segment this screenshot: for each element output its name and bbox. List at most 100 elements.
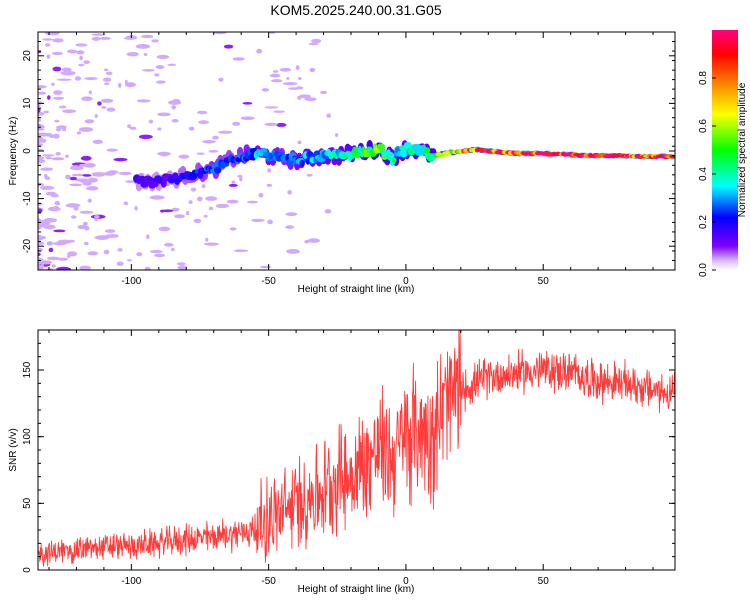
spectrogram-noise-blob (163, 242, 174, 247)
spectrogram-noise-blob (286, 249, 300, 254)
spectrogram-noise-blob (304, 97, 317, 101)
spectrogram-noise-blob (144, 266, 151, 270)
spectrogram-noise-blob (82, 174, 92, 177)
spectrogram-noise-blob (38, 124, 45, 129)
spectrogram-noise-blob (146, 234, 150, 240)
spectrogram-noise-blob (79, 163, 86, 167)
spectrogram-noise-blob (269, 73, 281, 78)
spectrogram-noise-blob (324, 209, 332, 214)
spectrogram-noise-blob (38, 266, 44, 270)
spectrogram-y-tick-label: -20 (22, 239, 33, 254)
spectrogram-noise-blob (52, 38, 64, 43)
spectrogram-noise-blob (231, 180, 236, 184)
spectrogram-noise-blob (320, 90, 328, 95)
spectrogram-noise-blob (124, 82, 136, 88)
spectrogram-noise-blob (212, 135, 219, 140)
spectrogram-noise-blob (176, 262, 186, 266)
spectrogram-noise-blob (108, 170, 117, 174)
spectrogram-noise-blob (84, 241, 89, 246)
spectrogram-noise-blob (65, 203, 81, 208)
spectrogram-ridge-cell (355, 153, 361, 159)
spectrogram-noise-blob (204, 242, 219, 246)
spectrogram-noise-blob (273, 110, 286, 113)
spectrogram-noise-blob (229, 227, 237, 231)
spectrogram-noise-blob (157, 112, 171, 117)
spectrogram-noise-blob (149, 250, 163, 254)
spectrogram-noise-blob (198, 120, 210, 125)
spectrogram-noise-blob (196, 152, 205, 155)
spectrogram-noise-blob (242, 102, 253, 105)
spectrogram-noise-blob (46, 54, 51, 59)
spectrogram-noise-blob (92, 139, 104, 144)
spectrogram-noise-blob (38, 235, 47, 240)
spectrogram-noise-blob (38, 91, 47, 95)
spectrogram-noise-blob (71, 215, 77, 219)
spectrogram-noise-blob (53, 96, 65, 100)
spectrogram-noise-blob (65, 154, 69, 158)
spectrogram-y-tick-label: 0 (22, 148, 33, 154)
spectrogram-ridge-cell (299, 159, 305, 167)
spectrogram-noise-blob (286, 77, 290, 80)
spectrogram-noise-blob (45, 43, 51, 47)
spectrogram-noise-blob (157, 127, 162, 131)
spectrogram-noise-blob (52, 66, 62, 72)
spectrogram-noise-blob (38, 85, 47, 89)
spectrogram-noise-blob (79, 210, 94, 214)
snr-y-tick-label: 50 (22, 497, 33, 509)
spectrogram-noise-blob (91, 33, 106, 36)
spectrogram-noise-blob (91, 36, 101, 41)
spectrogram-noise-blob (56, 266, 71, 270)
colorbar-tick-label: 0.0 (698, 263, 709, 277)
spectrogram-noise-blob (51, 82, 55, 86)
spectrogram-noise-blob (103, 68, 109, 72)
spectrogram-noise-blob (118, 171, 132, 176)
spectrogram-noise-blob (51, 51, 64, 56)
snr-y-tick-label: 0 (22, 567, 33, 573)
spectrogram-noise-blob (105, 71, 113, 76)
spectrogram-noise-blob (285, 212, 298, 217)
spectrogram-noise-blob (298, 94, 311, 99)
snr-x-tick-label: 50 (538, 576, 550, 587)
spectrogram-noise-blob (38, 158, 46, 164)
spectrogram-noise-blob (38, 118, 42, 122)
spectrogram-noise-blob (73, 206, 79, 211)
colorbar: 0.0 0.2 0.4 0.6 0.8 Normalized spectral ampl… (698, 30, 748, 277)
spectrogram-noise-blob (201, 184, 206, 189)
snr-x-tick-label: -100 (121, 576, 141, 587)
spectrogram-x-tick-label: 50 (538, 276, 550, 287)
spectrogram-noise-blob (197, 110, 208, 115)
spectrogram-noise-blob (246, 200, 259, 204)
spectrogram-noise-blob (65, 174, 71, 180)
spectrogram-noise-blob (188, 200, 193, 205)
spectrogram-noise-blob (38, 223, 51, 228)
spectrogram-noise-blob (308, 42, 319, 46)
spectrogram-noise-blob (55, 151, 61, 156)
spectrogram-noise-blob (52, 133, 60, 139)
spectrogram-noise-blob (170, 248, 175, 251)
spectrogram-noise-blob (38, 264, 42, 268)
spectrogram-noise-blob (232, 121, 241, 126)
spectrogram-noise-blob (45, 156, 53, 160)
spectrogram-noise-blob (233, 249, 249, 253)
spectrogram-noise-blob (125, 180, 135, 183)
spectrogram-noise-blob (203, 214, 208, 218)
spectrogram-noise-blob (81, 96, 93, 101)
spectrogram-noise-blob (261, 88, 270, 92)
spectrogram-noise-blob (136, 99, 151, 103)
spectrogram-noise-blob (160, 209, 165, 213)
spectrogram-noise-blob (84, 119, 95, 124)
spectrogram-noise-blob (56, 127, 62, 132)
spectrogram-ridge-cell (213, 166, 222, 174)
spectrogram-noise-blob (223, 44, 234, 49)
spectrogram-noise-blob (208, 150, 219, 153)
spectrogram-noise-blob (43, 110, 49, 114)
spectrogram-noise-blob (297, 77, 302, 80)
spectrogram-noise-blob (106, 107, 116, 112)
spectrogram-noise-blob (47, 206, 61, 212)
spectrogram-noise-blob (67, 239, 75, 243)
spectrogram-noise-blob (208, 206, 214, 211)
spectrogram-noise-blob (84, 226, 90, 231)
spectrogram-noise-blob (60, 70, 76, 76)
spectrogram-noise-blob (218, 130, 233, 134)
spectrogram-noise-blob (335, 133, 339, 137)
